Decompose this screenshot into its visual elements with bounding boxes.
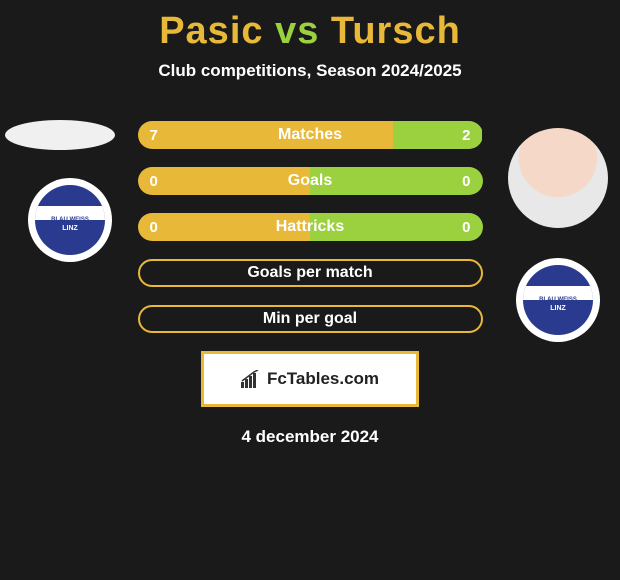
stat-bar: Goals per match <box>138 259 483 287</box>
stat-bar: 00Goals <box>138 167 483 195</box>
comparison-chart: 72Matches 00Goals 00Hattricks Goals per mat… <box>0 121 620 333</box>
bar-label: Min per goal <box>140 310 481 328</box>
footer-text: FcTables.com <box>267 369 379 389</box>
title-vs: vs <box>275 10 319 52</box>
page-title: Pasic vs Tursch <box>0 0 620 53</box>
stat-bar: 00Hattricks <box>138 213 483 241</box>
bar-label: Matches <box>138 126 483 144</box>
stat-bar: 72Matches <box>138 121 483 149</box>
bar-label: Goals per match <box>140 264 481 282</box>
barchart-icon <box>241 370 263 388</box>
bar-label: Hattricks <box>138 218 483 236</box>
footer-attribution-box: FcTables.com <box>201 351 419 407</box>
subtitle: Club competitions, Season 2024/2025 <box>0 61 620 81</box>
bar-label: Goals <box>138 172 483 190</box>
stat-bar: Min per goal <box>138 305 483 333</box>
footer-attribution: FcTables.com <box>241 369 379 389</box>
title-player2: Tursch <box>331 10 461 52</box>
title-player1: Pasic <box>159 10 263 52</box>
footer-date: 4 december 2024 <box>0 427 620 447</box>
